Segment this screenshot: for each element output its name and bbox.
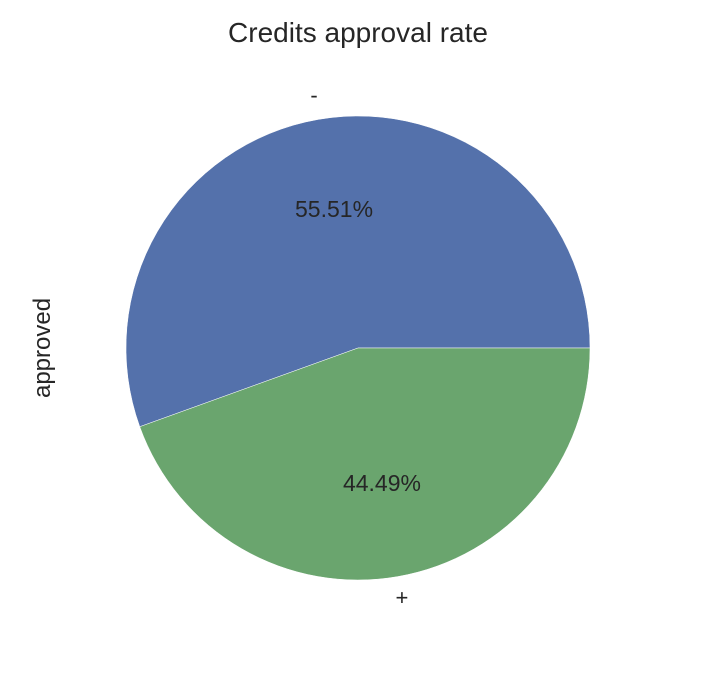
slice-percent-label-0: 55.51% — [295, 196, 373, 222]
y-axis-label: approved — [29, 298, 56, 398]
chart-title: Credits approval rate — [228, 17, 488, 48]
pie-slices — [125, 115, 591, 581]
pie-slice-0 — [125, 115, 591, 428]
pie-slice-1 — [139, 347, 591, 581]
slice-label-1: + — [396, 585, 409, 610]
slice-label-0: - — [310, 82, 317, 107]
slice-percent-label-1: 44.49% — [343, 470, 421, 496]
pie-labels: - 55.51% +44.49% — [295, 82, 421, 610]
